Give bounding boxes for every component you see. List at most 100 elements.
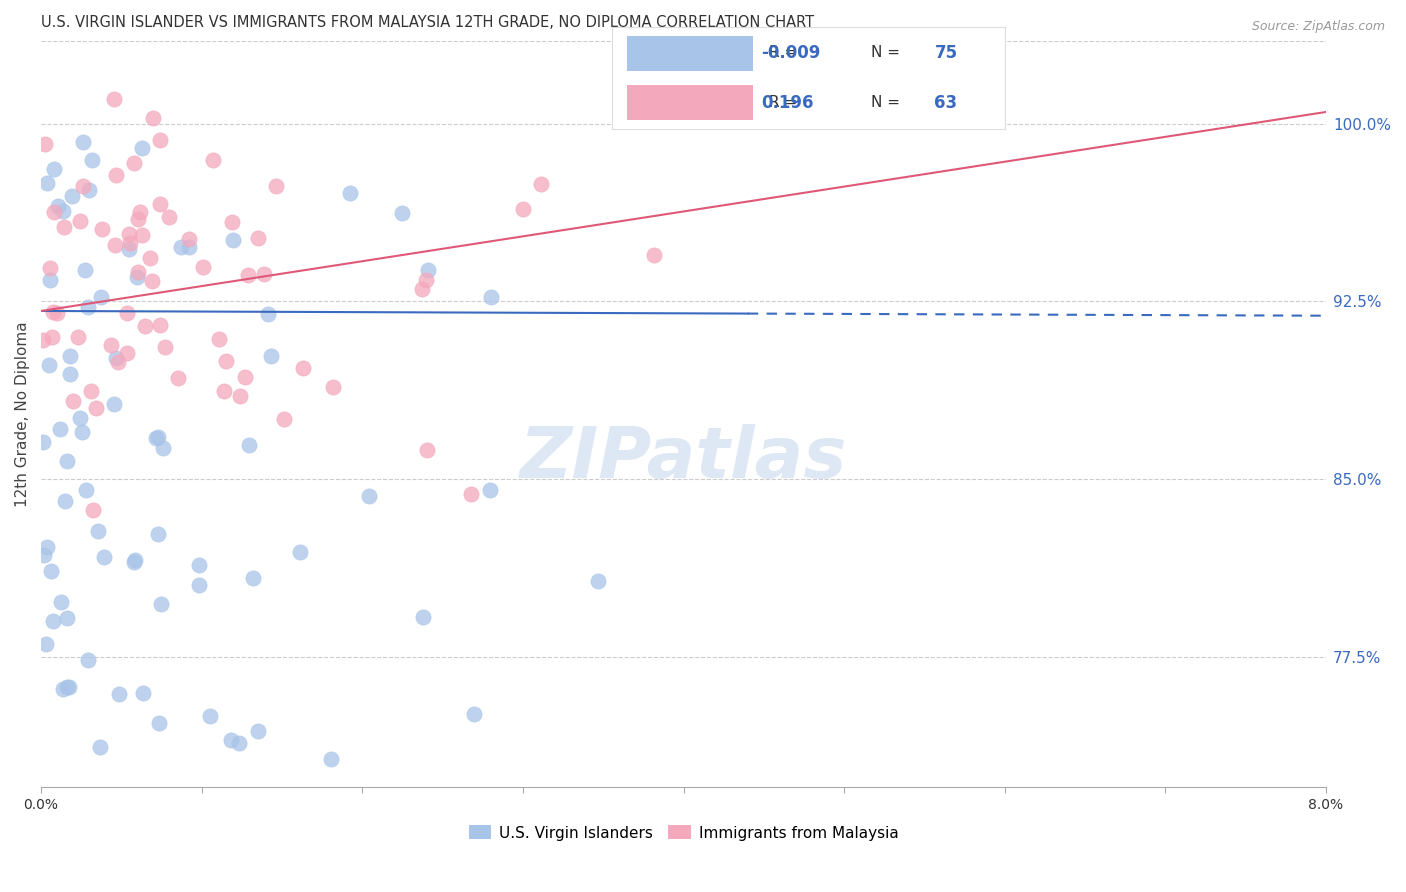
Point — [62, 394, 84, 409]
Point — [187, 578, 209, 592]
Point — [145, 431, 167, 445]
Point — [233, 370, 256, 384]
Point — [56, 610, 79, 624]
Point — [463, 707, 485, 722]
Point — [66, 330, 89, 344]
Point — [149, 318, 172, 332]
Point — [415, 273, 437, 287]
Point — [58, 367, 80, 381]
Point — [124, 553, 146, 567]
Text: 0.196: 0.196 — [761, 94, 814, 112]
Point — [125, 269, 148, 284]
Point — [35, 541, 58, 555]
Point — [166, 371, 188, 385]
Point — [236, 268, 259, 282]
Point — [391, 206, 413, 220]
Point — [76, 653, 98, 667]
Point — [31, 333, 53, 347]
Point — [39, 564, 62, 578]
Point — [38, 358, 60, 372]
Point — [34, 136, 56, 151]
Point — [100, 338, 122, 352]
Point — [134, 318, 156, 333]
Point — [170, 240, 193, 254]
Point — [221, 214, 243, 228]
Point — [76, 300, 98, 314]
Point — [52, 682, 75, 697]
Point — [108, 688, 131, 702]
Point — [416, 442, 439, 457]
Point — [49, 422, 72, 436]
Point — [142, 111, 165, 125]
Point — [38, 273, 60, 287]
Point — [219, 732, 242, 747]
Point — [138, 251, 160, 265]
Point — [118, 227, 141, 241]
Point — [214, 353, 236, 368]
Point — [42, 305, 65, 319]
Point — [75, 263, 97, 277]
Text: U.S. VIRGIN ISLANDER VS IMMIGRANTS FROM MALAYSIA 12TH GRADE, NO DIPLOMA CORRELAT: U.S. VIRGIN ISLANDER VS IMMIGRANTS FROM … — [41, 15, 814, 30]
Point — [45, 306, 67, 320]
Point — [155, 340, 177, 354]
Point — [228, 736, 250, 750]
Point — [46, 199, 69, 213]
Point — [84, 401, 107, 416]
Point — [34, 637, 56, 651]
Point — [49, 595, 72, 609]
Point — [253, 268, 276, 282]
Point — [53, 220, 76, 235]
Point — [72, 135, 94, 149]
Point — [148, 430, 170, 444]
Point — [59, 350, 82, 364]
Point — [412, 610, 434, 624]
Point — [80, 384, 103, 398]
Point — [122, 155, 145, 169]
Point — [107, 355, 129, 369]
Point — [288, 545, 311, 559]
Point — [460, 487, 482, 501]
Point — [127, 265, 149, 279]
Point — [38, 260, 60, 275]
Point — [128, 205, 150, 219]
Text: 63: 63 — [935, 94, 957, 112]
Point — [357, 490, 380, 504]
Point — [131, 141, 153, 155]
Point — [104, 169, 127, 183]
Point — [118, 243, 141, 257]
Point — [238, 438, 260, 452]
Point — [37, 176, 59, 190]
Point — [479, 290, 502, 304]
Point — [212, 384, 235, 398]
Text: N =: N = — [872, 45, 905, 61]
Text: ZIPatlas: ZIPatlas — [520, 425, 848, 493]
Point — [643, 248, 665, 262]
Point — [93, 549, 115, 564]
Point — [77, 183, 100, 197]
Point — [152, 441, 174, 455]
Point — [208, 332, 231, 346]
Text: 75: 75 — [935, 44, 957, 62]
Point — [82, 503, 104, 517]
Point — [80, 153, 103, 168]
Point — [191, 260, 214, 274]
Point — [60, 189, 83, 203]
FancyBboxPatch shape — [627, 36, 754, 70]
Point — [56, 454, 79, 468]
Point — [141, 274, 163, 288]
Point — [247, 231, 270, 245]
Point — [177, 232, 200, 246]
Point — [41, 330, 63, 344]
Point — [52, 204, 75, 219]
Point — [149, 197, 172, 211]
Point — [228, 389, 250, 403]
Legend: U.S. Virgin Islanders, Immigrants from Malaysia: U.S. Virgin Islanders, Immigrants from M… — [463, 820, 904, 847]
Text: N =: N = — [872, 95, 905, 111]
Point — [32, 549, 55, 563]
Point — [115, 346, 138, 360]
Point — [202, 153, 225, 167]
Point — [148, 527, 170, 541]
Point — [87, 524, 110, 538]
Point — [242, 571, 264, 585]
Point — [75, 483, 97, 497]
